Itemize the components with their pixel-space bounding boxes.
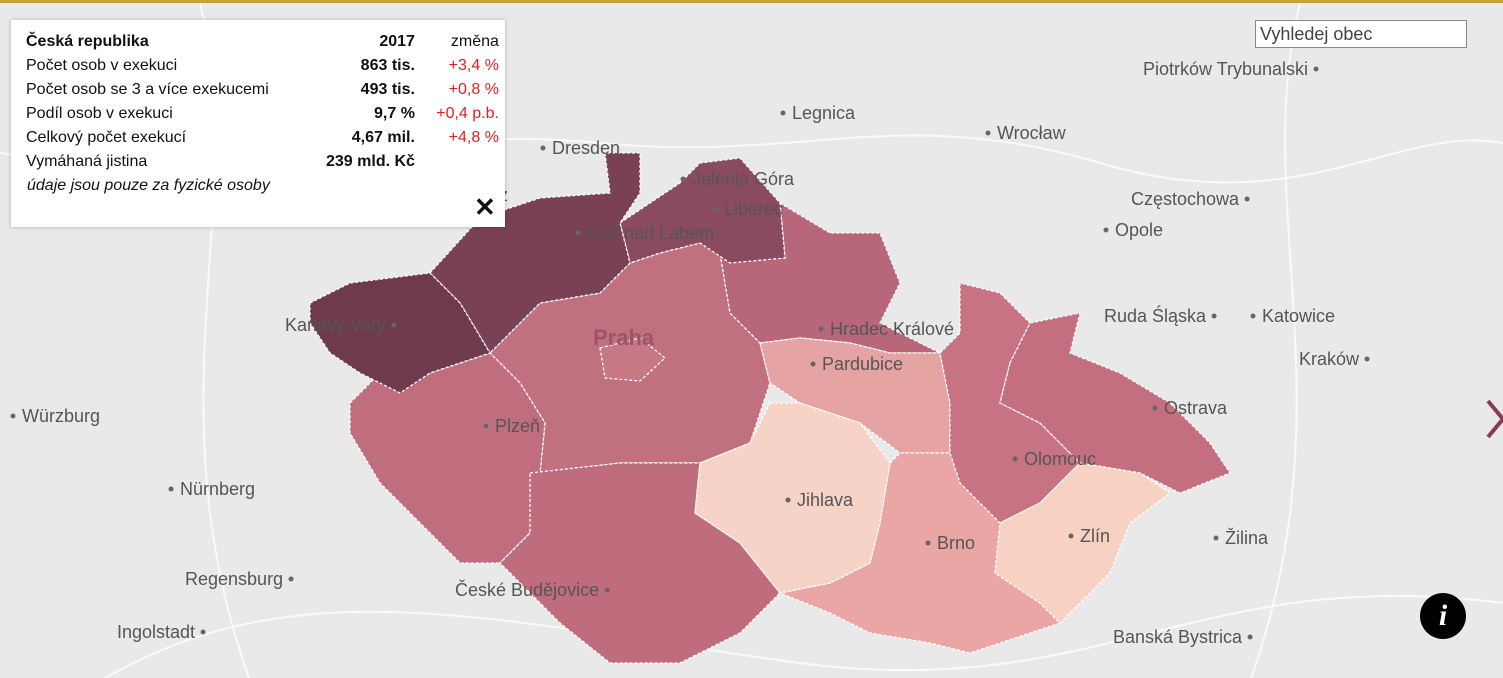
row-change: +4,8 %	[448, 129, 499, 146]
place-dot	[604, 587, 610, 593]
stats-table: Česká republika 2017 změna Počet osob v ex…	[26, 30, 499, 174]
next-arrow[interactable]	[1486, 399, 1503, 439]
place-label: Dresden	[552, 138, 620, 158]
place-dot	[391, 322, 397, 328]
map[interactable]: HalleDresdenErfurtJenaChemnitzLegnicaWro…	[0, 3, 1503, 678]
place-label: Praha	[593, 325, 655, 350]
place-label: Częstochowa	[1131, 189, 1240, 209]
place-label: Pardubice	[822, 354, 903, 374]
place-label: Brno	[937, 533, 975, 553]
place-label: Katowice	[1262, 306, 1335, 326]
place-label: Liberec	[724, 199, 783, 219]
region[interactable]	[349, 352, 546, 564]
place-label: Wrocław	[997, 123, 1067, 143]
place-dot	[925, 540, 931, 546]
info-panel: Česká republika 2017 změna Počet osob v ex…	[11, 20, 505, 227]
region[interactable]	[694, 402, 891, 594]
place-label: Karlovy Vary	[285, 315, 386, 335]
place-dot	[1213, 535, 1219, 541]
place-dot	[680, 176, 686, 182]
place-dot	[1364, 356, 1370, 362]
place-dot	[1068, 533, 1074, 539]
place-dot	[712, 206, 718, 212]
place-dot	[818, 326, 824, 332]
place-label: Piotrków Trybunalski	[1143, 59, 1308, 79]
region[interactable]	[499, 462, 781, 664]
region[interactable]	[599, 337, 666, 382]
row-value: 239 mld. Kč	[326, 153, 415, 170]
row-change: +3,4 %	[448, 57, 499, 74]
row-value: 863 tis.	[360, 57, 415, 74]
region[interactable]	[719, 201, 941, 354]
place-dot	[1012, 456, 1018, 462]
place-dot	[1250, 313, 1256, 319]
row-change: +0,4 p.b.	[436, 105, 499, 122]
place-label: Jelenia Góra	[692, 169, 795, 189]
search-input[interactable]: Vyhledej obec	[1255, 20, 1467, 48]
change-header: změna	[450, 33, 499, 50]
note: údaje jsou pouze za fyzické osoby	[27, 177, 270, 194]
place-dot	[540, 145, 546, 151]
row-value: 9,7 %	[374, 105, 415, 122]
place-label: Ostrava	[1164, 398, 1228, 418]
place-dot	[10, 413, 16, 419]
place-dot	[575, 230, 581, 236]
place-label: České Budějovice	[455, 579, 599, 600]
place-label: Jihlava	[797, 490, 854, 510]
place-label: Opole	[1115, 220, 1163, 240]
place-label: Würzburg	[22, 406, 100, 426]
panel-title: Česká republika	[26, 33, 149, 50]
place-label: Ruda Śląska	[1104, 305, 1207, 326]
place-dot	[483, 423, 489, 429]
row-label: Počet osob v exekuci	[26, 57, 178, 74]
place-dot	[985, 130, 991, 136]
place-label: Hradec Králové	[830, 319, 954, 339]
place-label: Regensburg	[185, 569, 283, 589]
region[interactable]	[309, 272, 491, 394]
row-label: Podíl osob v exekuci	[26, 105, 173, 122]
row-label: Vymáhaná jistina	[26, 153, 148, 170]
place-dot	[1244, 196, 1250, 202]
place-dot	[780, 110, 786, 116]
year: 2017	[379, 33, 415, 50]
row-change: +0,8 %	[448, 81, 499, 98]
place-label: Nürnberg	[180, 479, 255, 499]
row-label: Celkový počet exekucí	[26, 129, 187, 146]
place-dot	[1103, 227, 1109, 233]
place-label: Legnica	[792, 103, 856, 123]
region[interactable]	[994, 462, 1172, 624]
close-button[interactable]: ✕	[474, 192, 496, 222]
place-dot	[785, 497, 791, 503]
info-button[interactable]: i	[1420, 593, 1466, 639]
place-label: Banská Bystrica	[1113, 627, 1243, 647]
row-value: 493 tis.	[360, 81, 415, 98]
place-label: Žilina	[1225, 528, 1269, 548]
place-label: Kraków	[1299, 349, 1360, 369]
row-value: 4,67 mil.	[351, 129, 415, 146]
place-dot	[1152, 405, 1158, 411]
place-dot	[1313, 66, 1319, 72]
place-label: Olomouc	[1024, 449, 1096, 469]
regions	[309, 152, 1231, 664]
place-label: Ingolstadt	[117, 622, 195, 642]
place-dot	[200, 629, 206, 635]
row-label: Počet osob se 3 a více exekucemi	[26, 81, 269, 98]
place-dot	[168, 486, 174, 492]
place-dot	[810, 361, 816, 367]
place-label: Ústí nad Labem	[587, 222, 714, 243]
place-dot	[1247, 634, 1253, 640]
region[interactable]	[999, 312, 1231, 494]
place-dot	[1211, 313, 1217, 319]
region[interactable]	[619, 157, 786, 264]
region[interactable]	[429, 152, 641, 355]
place-label: Plzeň	[495, 416, 540, 436]
place-label: Zlín	[1080, 526, 1110, 546]
place-dot	[288, 576, 294, 582]
